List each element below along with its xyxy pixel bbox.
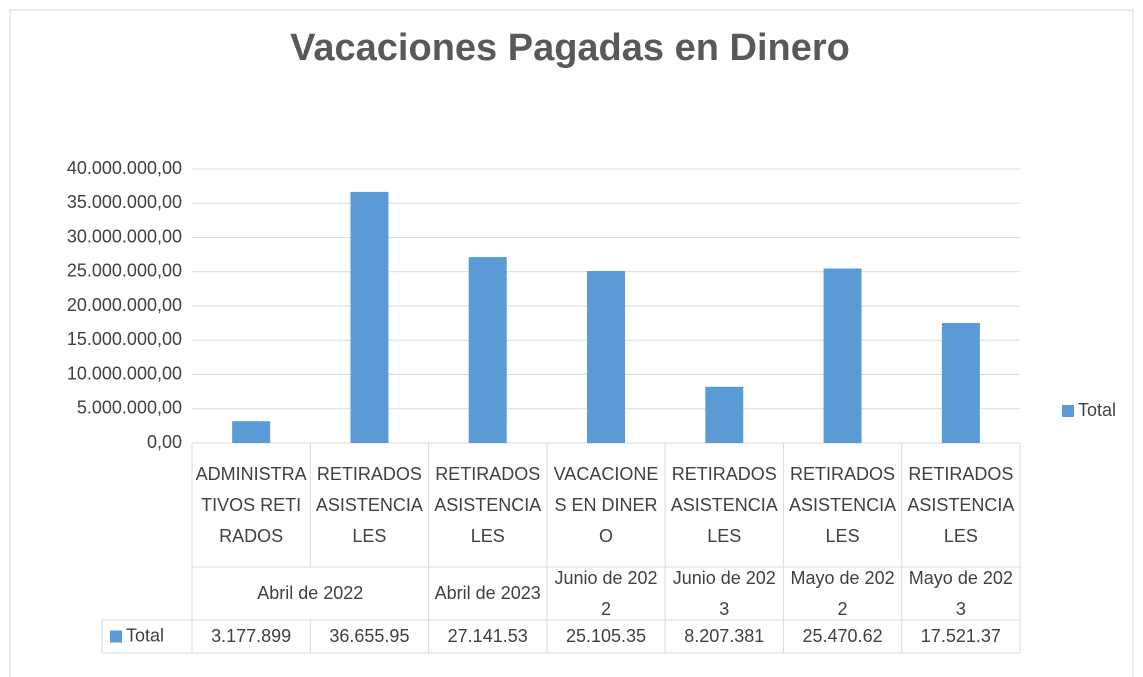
x-tick-label: VACACIONES EN DINERO xyxy=(553,463,659,546)
x-tick-label: RETIRADOS ASISTENCIALES xyxy=(670,463,778,546)
y-tick-label: 0,00 xyxy=(147,432,182,452)
data-table-value: 36.655.95 xyxy=(329,626,410,646)
x-tick-label: RETIRADOS ASISTENCIALES xyxy=(434,463,542,546)
data-table-value: 27.141.53 xyxy=(447,626,528,646)
bar xyxy=(232,421,271,443)
table-legend-key xyxy=(110,630,122,643)
y-tick-label: 30.000.000,00 xyxy=(67,226,182,246)
legend-key xyxy=(1062,405,1074,417)
y-tick-label: 25.000.000,00 xyxy=(67,261,182,281)
group-label: Abril de 2022 xyxy=(257,583,364,603)
y-tick-label: 20.000.000,00 xyxy=(67,295,182,315)
x-tick-label: RETIRADOS ASISTENCIALES xyxy=(907,463,1015,546)
bar xyxy=(468,257,507,443)
group-label: Mayo de 2022 xyxy=(790,567,895,619)
bar xyxy=(941,322,980,443)
bar xyxy=(705,386,744,443)
bar xyxy=(587,271,625,443)
chart-title: Vacaciones Pagadas en Dinero xyxy=(290,27,850,69)
x-tick-label: RETIRADOS ASISTENCIALES xyxy=(789,463,897,546)
data-table-value: 8.207.381 xyxy=(684,626,765,646)
group-label: Junio de 2022 xyxy=(554,567,658,619)
y-tick-label: 15.000.000,00 xyxy=(67,329,182,349)
chart-border xyxy=(9,9,1134,677)
x-tick-label: RETIRADOS ASISTENCIALES xyxy=(315,463,423,546)
group-label: Mayo de 2023 xyxy=(908,567,1013,619)
table-legend-label: Total xyxy=(126,625,164,645)
data-table-value: 25.470.62 xyxy=(802,626,883,646)
data-table-value: 3.177.899 xyxy=(211,626,292,646)
y-tick-label: 40.000.000,00 xyxy=(67,158,182,178)
data-table-value: 17.521.37 xyxy=(920,626,1001,646)
y-tick-label: 10.000.000,00 xyxy=(67,363,182,383)
y-tick-label: 35.000.000,00 xyxy=(67,192,182,212)
group-label: Abril de 2023 xyxy=(434,583,541,603)
bar xyxy=(823,268,862,443)
legend-label: Total xyxy=(1078,400,1116,420)
x-tick-label: ADMINISTRATIVOS RETIRADOS xyxy=(195,463,307,546)
data-table-value: 25.105.35 xyxy=(565,626,647,646)
group-label: Junio de 2023 xyxy=(672,567,776,619)
bar xyxy=(350,191,389,443)
y-tick-label: 5.000.000,00 xyxy=(77,398,182,418)
